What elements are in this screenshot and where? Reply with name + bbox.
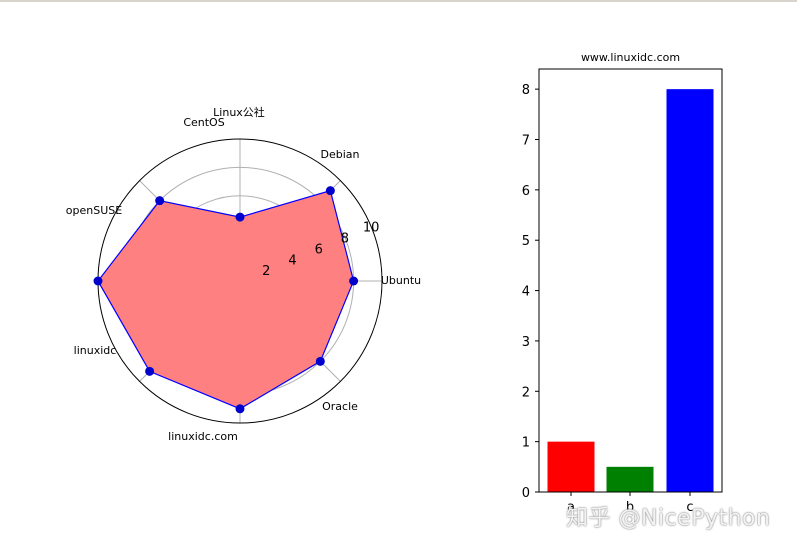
radar-category-label: Linux公社 xyxy=(213,105,265,119)
y-tick-label: 0 xyxy=(522,486,530,501)
x-tick-label: a xyxy=(567,500,575,515)
y-tick-label: 7 xyxy=(522,134,530,149)
radar-point xyxy=(235,404,245,414)
window-top-border xyxy=(0,0,797,2)
radar-point xyxy=(235,212,245,222)
bar-chart-title: www.linuxidc.com xyxy=(581,51,680,64)
x-tick-label: c xyxy=(686,500,693,515)
radar-radial-tick-label: 2 xyxy=(262,264,270,279)
y-tick-label: 1 xyxy=(522,436,530,451)
bar xyxy=(606,466,654,492)
radar-point xyxy=(93,276,103,286)
radar-category-label: linuxidc xyxy=(74,344,117,357)
bar xyxy=(666,89,714,493)
radar-category-label: CentOS xyxy=(183,116,224,129)
radar-radial-tick-label: 6 xyxy=(315,242,323,257)
radar-point xyxy=(315,356,325,366)
y-tick-label: 2 xyxy=(522,385,530,400)
bar xyxy=(547,441,595,492)
bar-chart: www.linuxidc.com 0 1 2 3 4 5 6 7 8 a b c xyxy=(522,51,723,515)
radar-radial-tick-label: 10 xyxy=(363,221,380,236)
radar-category-label: Ubuntu xyxy=(381,274,421,287)
y-tick-label: 3 xyxy=(522,335,530,350)
radar-category-label: openSUSE xyxy=(66,204,122,217)
x-tick-label: b xyxy=(626,500,634,515)
radar-point xyxy=(325,186,335,196)
radar-category-label: Debian xyxy=(321,148,360,161)
y-tick-label: 5 xyxy=(522,234,530,249)
y-tick-label: 6 xyxy=(522,184,530,199)
watermark-text: 知乎 @NicePython xyxy=(566,506,771,531)
radar-point xyxy=(349,276,359,286)
radar-radial-tick-label: 4 xyxy=(288,253,296,268)
radar-category-label: linuxidc.com xyxy=(168,430,238,443)
y-tick-label: 4 xyxy=(522,285,530,300)
radar-radial-tick-label: 8 xyxy=(341,232,349,247)
y-tick-label: 8 xyxy=(522,83,530,98)
radar-category-label: Oracle xyxy=(322,400,358,413)
radar-area xyxy=(97,189,355,410)
radar-point xyxy=(145,366,155,376)
radar-point xyxy=(155,196,165,206)
